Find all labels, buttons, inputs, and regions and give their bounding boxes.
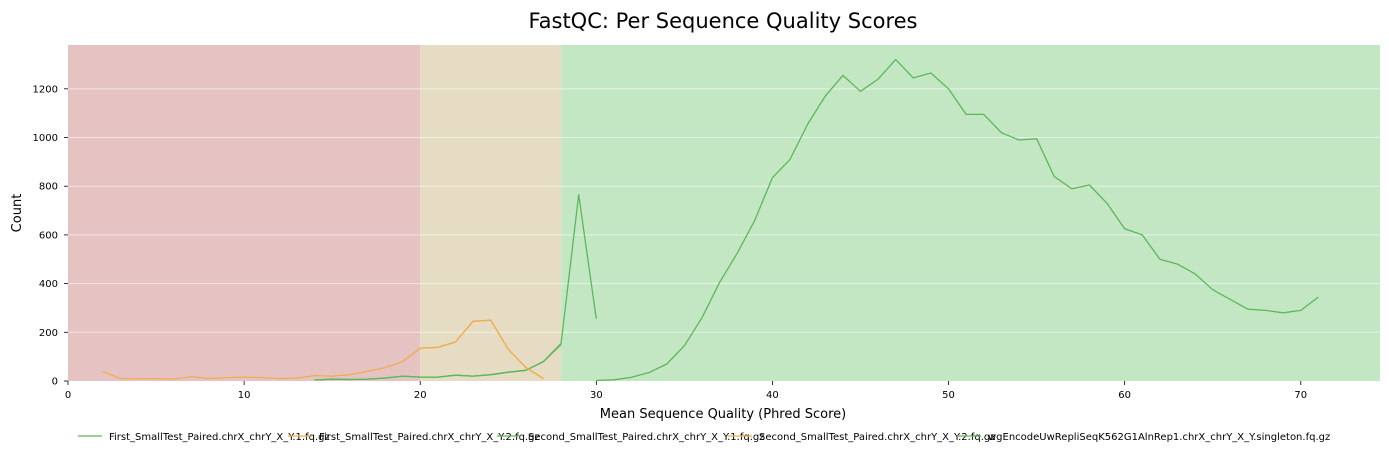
x-tick-label: 0 [65,390,71,401]
gridlines [68,88,1380,333]
x-tick-label: 50 [942,390,955,401]
y-tick-label: 1200 [33,84,58,95]
series-lines [102,58,1319,382]
y-tick-label: 400 [39,279,58,290]
series-line-3 [402,319,544,380]
legend-label-0: First_SmallTest_Paired.chrX_chrY_X_Y.1.f… [109,432,330,443]
quality-band-2 [561,45,1380,381]
y-tick-label: 600 [39,230,58,241]
quality-band-1 [420,45,562,381]
legend-label-4: wgEncodeUwRepliSeqK562G1AlnRep1.chrX_chr… [988,432,1330,443]
y-axis-label: Count [10,194,25,233]
y-tick-label: 800 [39,182,58,193]
y-axis-ticks: 0 200 400 600 800 1000 1200 [33,84,68,388]
series-line-4 [596,58,1319,382]
y-tick-label: 200 [39,328,58,339]
legend-label-2: Second_SmallTest_Paired.chrX_chrY_X_Y.1.… [528,432,764,443]
x-tick-label: 40 [766,390,779,401]
x-tick-label: 20 [414,390,427,401]
y-tick-label: 1000 [33,133,58,144]
x-axis-ticks: 0 10 20 30 40 50 60 70 [65,381,1307,401]
quality-bands [68,45,1380,381]
quality-band-0 [68,45,421,381]
x-tick-label: 30 [590,390,603,401]
legend-label-3: Second_SmallTest_Paired.chrX_chrY_X_Y.2.… [759,432,995,443]
series-line-2 [314,344,562,381]
chart-title: FastQC: Per Sequence Quality Scores [528,9,917,33]
x-tick-label: 60 [1118,390,1131,401]
y-tick-label: 0 [52,377,58,388]
x-axis-label: Mean Sequence Quality (Phred Score) [600,407,846,422]
legend: First_SmallTest_Paired.chrX_chrY_X_Y.1.f… [78,432,1330,443]
legend-label-1: First_SmallTest_Paired.chrX_chrY_X_Y.2.f… [319,432,540,443]
x-tick-label: 70 [1294,390,1307,401]
x-tick-label: 10 [238,390,251,401]
